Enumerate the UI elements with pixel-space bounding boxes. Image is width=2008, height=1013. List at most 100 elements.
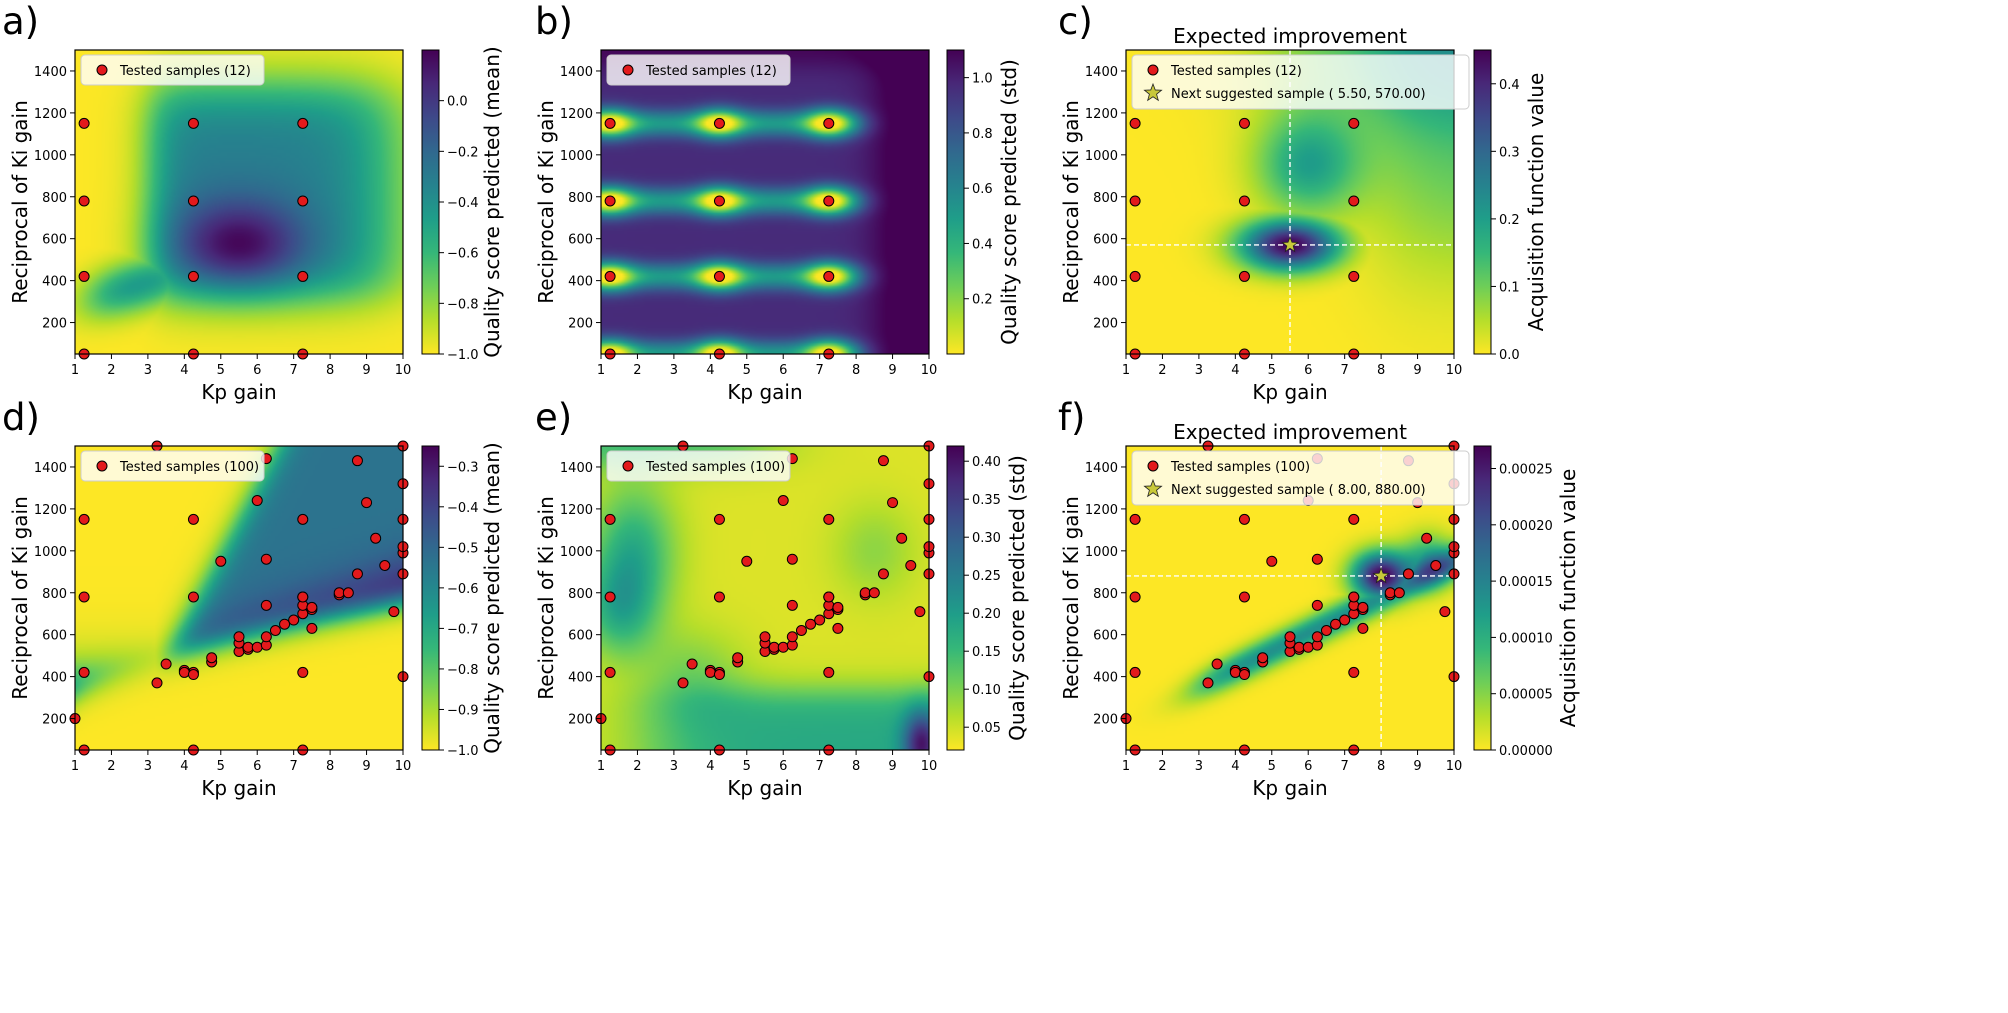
sample-point: [1330, 618, 1342, 630]
x-tick-label: 6: [779, 363, 787, 378]
sample-point: [905, 560, 917, 572]
y-axis-label: Reciprocal of Ki gain: [1059, 496, 1083, 700]
colorbar-tick-label: 0.00020: [1499, 519, 1553, 534]
sample-point: [78, 591, 90, 603]
y-tick-label: 400: [1093, 671, 1118, 686]
sample-point: [686, 658, 698, 670]
colorbar-tick-label: 0.00005: [1499, 688, 1553, 703]
sample-point: [759, 631, 771, 643]
x-tick-label: 7: [816, 759, 824, 774]
x-tick-label: 7: [816, 363, 824, 378]
x-tick-label: 5: [1268, 363, 1276, 378]
x-tick-label: 8: [852, 759, 860, 774]
sample-point: [1402, 568, 1414, 580]
y-tick-label: 800: [1093, 587, 1118, 602]
y-axis-label: Reciprocal of Ki gain: [8, 496, 32, 700]
legend-label: Next suggested sample ( 8.00, 880.00): [1171, 483, 1426, 498]
x-tick-label: 5: [217, 363, 225, 378]
colorbar-tick-label: −0.8: [447, 663, 479, 678]
x-tick-label: 8: [1377, 759, 1385, 774]
x-tick-label: 9: [362, 759, 370, 774]
x-axis-label: Kp gain: [1252, 776, 1327, 800]
next-sample-star: [1281, 235, 1299, 253]
sample-point: [877, 455, 889, 467]
axes-frame: [1125, 49, 1455, 355]
sample-point: [832, 622, 844, 634]
sample-point: [1348, 117, 1360, 129]
sample-point: [713, 669, 725, 681]
sample-point: [1320, 624, 1332, 636]
sample-point: [713, 117, 725, 129]
x-tick-label: 6: [1304, 363, 1312, 378]
colorbar-tick-label: 0.3: [1499, 145, 1520, 160]
colorbar-tick-label: −0.3: [447, 460, 479, 475]
sample-point: [713, 195, 725, 207]
legend: Tested samples (12): [606, 54, 791, 86]
x-tick-label: 3: [144, 759, 152, 774]
colorbar-tick-label: 0.4: [1499, 78, 1520, 93]
sample-point: [795, 624, 807, 636]
sample-point: [823, 270, 835, 282]
x-tick-label: 2: [107, 363, 115, 378]
colorbar-gradient: [946, 445, 965, 751]
heatmap-image: [75, 446, 403, 750]
x-tick-label: 2: [1158, 759, 1166, 774]
y-tick-label: 400: [42, 671, 67, 686]
sample-point: [233, 631, 245, 643]
legend-label: Tested samples (100): [645, 460, 785, 475]
colorbar-tick-label: 0.2: [972, 293, 993, 308]
sample-point: [604, 270, 616, 282]
sample-point: [713, 270, 725, 282]
colorbar-label: Quality score predicted (std): [997, 59, 1021, 345]
legend: Tested samples (100): [606, 450, 791, 482]
sample-point: [269, 624, 281, 636]
x-tick-label: 10: [395, 363, 412, 378]
sample-point: [713, 591, 725, 603]
sample-point: [823, 513, 835, 525]
x-tick-label: 4: [706, 759, 714, 774]
sample-point: [1384, 587, 1396, 599]
x-tick-label: 9: [1413, 363, 1421, 378]
sample-point: [1129, 513, 1141, 525]
sample-point: [887, 497, 899, 509]
colorbar-tick-label: 0.4: [972, 237, 993, 252]
y-tick-label: 1400: [1085, 65, 1118, 80]
legend-box: [606, 54, 791, 86]
sample-point: [279, 618, 291, 630]
sample-point: [1439, 606, 1451, 618]
sample-point: [786, 553, 798, 565]
heatmap-image: [601, 446, 929, 750]
colorbar: −1.0 −0.9 −0.8 −0.7 −0.6 −0.5 −0.4 −0.3 Quality …: [421, 442, 504, 759]
sample-point: [78, 195, 90, 207]
sample-point: [1238, 117, 1250, 129]
sample-point: [251, 495, 263, 507]
legend: Tested samples (100) Next suggested sampl…: [1131, 450, 1470, 506]
sample-point: [1348, 270, 1360, 282]
sample-point: [1311, 631, 1323, 643]
sample-point: [160, 658, 172, 670]
colorbar-tick-label: 0.6: [972, 182, 993, 197]
colorbar-tick-label: 0.25: [972, 569, 1001, 584]
x-axis-label: Kp gain: [727, 776, 802, 800]
sample-point: [288, 614, 300, 626]
heatmap-image: [601, 50, 929, 354]
axes-frame: [1125, 445, 1455, 751]
panel-label: a): [2, 0, 39, 43]
colorbar-tick-label: −0.5: [447, 541, 479, 556]
x-tick-label: 1: [1122, 759, 1130, 774]
x-tick-label: 7: [1341, 759, 1349, 774]
x-tick-label: 5: [743, 363, 751, 378]
sample-point: [1339, 614, 1351, 626]
sample-point: [1348, 195, 1360, 207]
panel-c: 1 2 3 4 5 6 7 8 9 10 200 400 600 800 1000 1200 1400 Kp ga…: [1058, 0, 1548, 404]
colorbar-tick-label: 0.00025: [1499, 463, 1553, 478]
sample-point: [187, 117, 199, 129]
x-tick-label: 1: [597, 363, 605, 378]
colorbar-tick-label: 0.05: [972, 721, 1001, 736]
sample-point: [370, 532, 382, 544]
y-tick-label: 400: [568, 671, 593, 686]
colorbar-tick-label: 0.00010: [1499, 631, 1553, 646]
sample-point: [260, 553, 272, 565]
legend-label: Tested samples (12): [119, 64, 251, 79]
